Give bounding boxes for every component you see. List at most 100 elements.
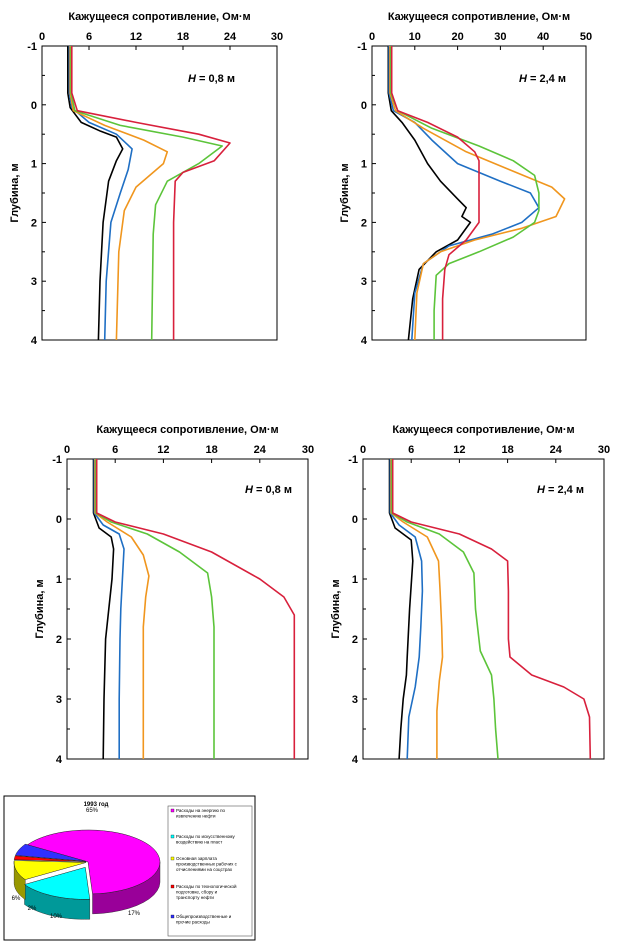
y-tick-label: 4 (361, 335, 368, 347)
x-tick-label: 18 (205, 444, 217, 456)
pie-pct-label-4: 2% (28, 906, 37, 912)
y-tick-label: 3 (352, 694, 358, 706)
legend-swatch-4 (170, 884, 175, 889)
pie-slice-1 (26, 829, 161, 895)
x-tick-label: 30 (271, 31, 283, 43)
x-tick-label: 24 (550, 444, 563, 456)
x-tick-label: 24 (254, 444, 267, 456)
series-line-4 (70, 46, 223, 341)
x-tick-label: 30 (598, 444, 610, 456)
y-tick-label: 0 (352, 514, 358, 526)
series-line-5 (95, 459, 296, 759)
y-tick-label: 2 (361, 217, 367, 229)
x-axis-title: Кажущееся сопротивление, Ом·м (96, 424, 278, 436)
x-tick-label: 6 (408, 444, 414, 456)
legend-swatch-3 (170, 856, 175, 861)
depth-annotation: H = 2,4 м (537, 484, 584, 496)
series-line-4 (95, 459, 215, 759)
y-tick-label: 4 (31, 335, 38, 347)
series-line-3 (94, 459, 150, 759)
series-line-5 (71, 46, 231, 340)
x-tick-label: 10 (409, 31, 421, 43)
y-axis-title: Глубина, м (330, 579, 342, 638)
y-tick-label: 1 (352, 574, 358, 586)
x-tick-label: 0 (360, 444, 366, 456)
y-tick-label: -1 (27, 41, 37, 53)
series-line-4 (391, 459, 499, 760)
legend-swatch-5 (170, 914, 175, 919)
legend-swatch-2 (170, 834, 175, 839)
series-line-5 (391, 459, 592, 760)
pie-slice-5 (15, 843, 87, 862)
series-line-2 (93, 459, 125, 759)
plot-area (362, 458, 605, 760)
y-tick-label: 1 (31, 159, 37, 171)
pie-pct-label-1: 65% (86, 808, 99, 814)
depth-annotation: H = 0,8 м (245, 484, 292, 496)
series-line-2 (68, 46, 133, 341)
series-line-3 (390, 459, 444, 759)
pie-slice-4 (13, 855, 87, 862)
x-tick-label: 12 (130, 31, 142, 43)
series-line-2 (389, 459, 424, 760)
y-tick-label: 3 (56, 694, 62, 706)
legend-label-2: Расходы по искусственному воздействию на … (176, 834, 236, 845)
pie-pct-label-2: 17% (128, 911, 141, 917)
y-tick-label: 4 (56, 754, 63, 766)
series-line-1 (92, 459, 115, 760)
y-axis-title: Глубина, м (9, 163, 21, 222)
y-tick-label: 2 (56, 634, 62, 646)
x-tick-label: 20 (451, 31, 463, 43)
y-tick-label: -1 (357, 41, 367, 53)
plot-area (41, 45, 278, 341)
pie-pct-label-3: 10% (50, 914, 63, 920)
x-tick-label: 18 (501, 444, 513, 456)
depth-annotation: H = 2,4 м (519, 73, 566, 85)
y-tick-label: 2 (352, 634, 358, 646)
pie-title: 1993 год (84, 802, 109, 808)
legend-label-5: Общепроизводственные и прочие расходы (176, 914, 232, 925)
x-tick-label: 12 (157, 444, 169, 456)
y-tick-label: 3 (361, 276, 367, 288)
x-tick-label: 30 (494, 31, 506, 43)
series-line-5 (390, 46, 480, 340)
x-axis-title: Кажущееся сопротивление, Ом·м (388, 11, 570, 23)
legend-label-4: Расходы по технологической подготовке, сб… (176, 883, 237, 900)
y-tick-label: -1 (52, 454, 62, 466)
legend-swatch-1 (170, 808, 175, 813)
x-tick-label: 0 (64, 444, 70, 456)
y-tick-label: 1 (361, 159, 367, 171)
y-tick-label: 2 (31, 217, 37, 229)
x-tick-label: 6 (86, 31, 92, 43)
x-tick-label: 40 (537, 31, 549, 43)
y-tick-label: 0 (31, 100, 37, 112)
x-tick-label: 24 (224, 31, 237, 43)
x-tick-label: 0 (369, 31, 375, 43)
series-line-3 (69, 46, 169, 341)
y-tick-label: 1 (56, 574, 62, 586)
pie-legend-box (167, 805, 253, 937)
y-tick-label: 4 (352, 754, 359, 766)
plot-area (66, 458, 309, 760)
legend-label-3: Основная зарплата производственных рабочи… (176, 856, 238, 872)
x-axis-title: Кажущееся сопротивление, Ом·м (392, 424, 574, 436)
x-tick-label: 6 (112, 444, 118, 456)
series-line-4 (389, 46, 540, 340)
legend-label-1: Расходы на энергию по извлечению нефти (176, 808, 226, 819)
pie-slice-3 (13, 860, 87, 880)
x-tick-label: 12 (453, 444, 465, 456)
x-tick-label: 18 (177, 31, 189, 43)
series-line-1 (67, 46, 124, 341)
x-tick-label: 30 (302, 444, 314, 456)
x-axis-title: Кажущееся сопротивление, Ом·м (68, 11, 250, 23)
y-axis-title: Глубина, м (339, 163, 351, 222)
y-tick-label: 0 (361, 100, 367, 112)
x-tick-label: 50 (580, 31, 592, 43)
y-tick-label: 3 (31, 276, 37, 288)
